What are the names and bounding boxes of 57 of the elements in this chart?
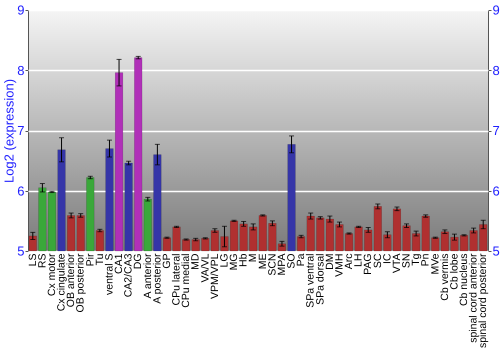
y2-tick-label: 8 [492,62,500,78]
x-tick-label: PAG [362,254,374,275]
x-tick-label: Cb vermis [438,254,451,301]
x-tick-label: Arc [343,254,356,270]
x-tick-label: VTA [390,254,403,274]
y-tick-label: 8 [17,62,24,78]
x-tick-label: OB anterior [65,253,78,308]
y-axis-title: Log2 (expression) [1,78,16,184]
y2-tick-label: 9 [492,2,500,18]
x-tick-label: Cx cingulate [56,253,68,312]
x-tick-label: MVe [429,253,442,275]
x-tick-label: SN [400,254,413,268]
y2-tick-label: 6 [492,183,500,198]
x-tick-label: SCN [266,254,278,276]
x-tick-label: LH [352,254,365,267]
y-tick-label: 9 [17,2,24,18]
x-tick-label: DG [132,254,144,270]
x-tick-label: A posterior [151,253,164,304]
x-tick-label: Cb lobe [448,253,460,290]
x-tick-label: GP [160,254,173,269]
x-tick-label: ventral S [103,254,116,295]
x-tick-label: Tg [410,253,422,266]
x-tick-label: Pa [295,253,308,266]
x-tick-label: VPM/VPL [208,253,221,300]
x-tick-label: SPa ventral [304,254,317,308]
x-tick-label: SPa dorsal [314,254,326,305]
x-tick-label: MD [190,253,202,270]
x-tick-label: Cb nucleus [458,254,470,306]
x-tick-label: Pir [84,253,96,266]
y-tick-label: 5 [17,244,24,258]
y2-tick-label: 7 [492,123,500,138]
x-tick-label: SO [286,254,298,269]
x-tick-label: DM [324,254,336,270]
x-tick-label: CA2/CA3 [122,253,135,298]
x-tick-label: VA/VL [199,253,212,282]
x-tick-label: MPA [276,254,288,276]
y2-tick-label: 5 [492,244,500,258]
x-tick-label: Pn [420,253,432,266]
y-tick-label: 7 [17,123,24,138]
x-tick-label: CPu medial [180,254,192,308]
x-tick-label: CA1 [113,253,126,274]
x-tick-label: M [247,254,260,262]
x-tick-label: OB posterior [74,253,87,312]
x-tick-label: RS [36,254,48,268]
x-tick-label: LS [26,254,39,266]
x-tick-label: A anterior [142,253,154,298]
x-tick-label: spinal cord anterior [468,252,480,343]
x-tick-label: Hb [238,253,250,267]
y-tick-label: 6 [17,183,24,198]
x-tick-label: Tu [94,253,106,266]
x-tick-label: ME [256,254,269,270]
x-tick-label: LG [218,254,230,268]
x-tick-label: VMH [333,254,346,277]
x-tick-label: SC [372,253,384,268]
x-tick-label: spinal cord posterior [477,252,490,348]
x-tick-label: IC [381,253,394,264]
x-tick-label: Cx motor [46,253,58,296]
